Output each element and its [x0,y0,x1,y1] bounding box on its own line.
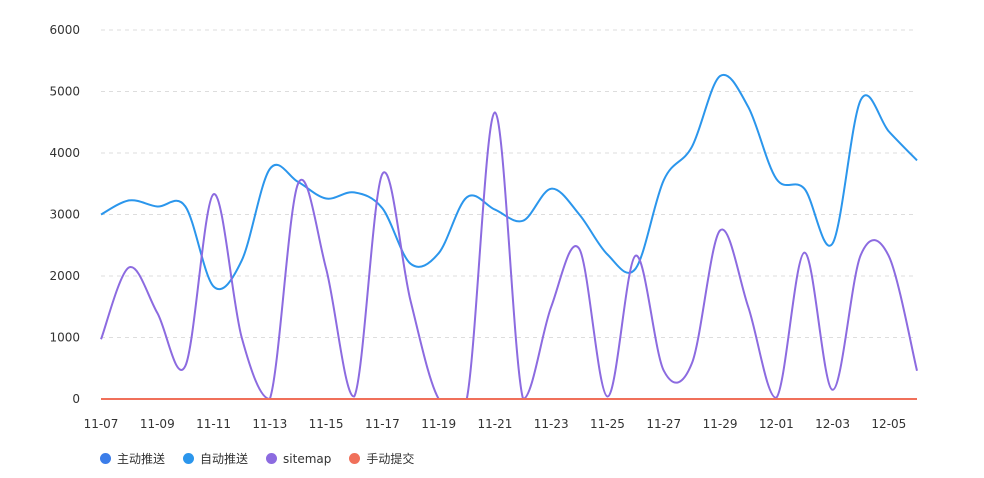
x-tick-label: 12-05 [871,417,906,431]
x-tick-label: 11-27 [646,417,681,431]
series-line-2[interactable] [100,111,918,400]
legend-label: 自动推送 [200,452,249,466]
legend-label: 主动推送 [117,452,166,466]
legend-dot-icon [183,453,195,464]
x-tick-label: 12-03 [815,417,850,431]
legend: 主动推送 自动推送 sitemap 手动提交 [100,450,414,467]
y-tick-label: 4000 [49,146,80,160]
x-axis: 11-07 11-09 11-11 11-13 11-15 11-17 11-19 11-21… [84,417,907,431]
legend-item[interactable]: sitemap [266,452,331,466]
legend-label: sitemap [283,451,332,466]
legend-item[interactable]: 主动推送 [100,450,165,467]
x-tick-label: 11-09 [140,417,175,431]
y-tick-label: 6000 [49,23,80,37]
x-tick-label: 11-21 [477,417,512,431]
legend-dot-icon [100,453,111,464]
x-tick-label: 11-07 [84,417,119,431]
series-line-1[interactable] [100,73,918,291]
x-tick-label: 11-25 [590,417,625,431]
y-axis: 0 1000 2000 3000 4000 5000 6000 [49,23,80,406]
grid-lines [101,29,917,338]
series-lines[interactable] [100,73,918,400]
y-tick-label: 5000 [49,85,80,99]
y-tick-label: 2000 [49,269,80,283]
y-tick-label: 1000 [49,331,80,345]
x-tick-label: 11-11 [196,417,231,431]
legend-item[interactable]: 手动提交 [349,450,414,467]
x-tick-label: 12-01 [759,417,794,431]
x-tick-label: 11-17 [365,417,400,431]
legend-item[interactable]: 自动推送 [183,450,248,467]
legend-dot-icon [349,453,361,464]
y-tick-label: 0 [72,392,80,406]
x-tick-label: 11-19 [421,417,456,431]
legend-dot-icon [266,453,278,464]
line-chart: 0 1000 2000 3000 4000 5000 6000 11-07 11-09 11-1… [49,23,918,431]
y-tick-label: 3000 [49,208,80,222]
x-tick-label: 11-13 [252,417,287,431]
x-tick-label: 11-29 [703,417,738,431]
legend-label: 手动提交 [366,452,415,466]
x-tick-label: 11-15 [309,417,344,431]
x-tick-label: 11-23 [534,417,569,431]
